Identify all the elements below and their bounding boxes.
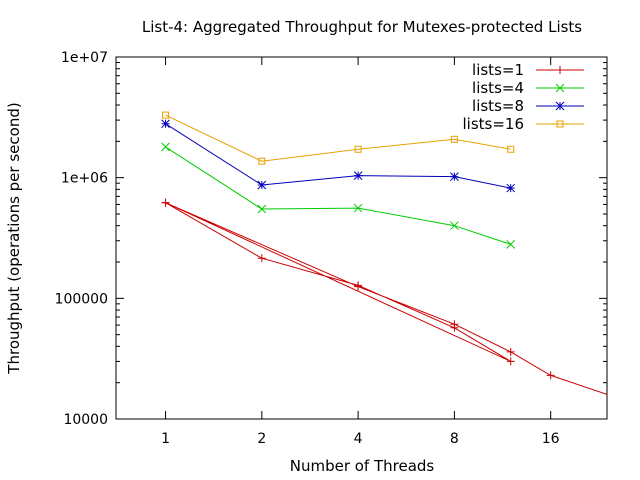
plot-area-frame — [115, 56, 608, 420]
series-3 — [162, 111, 515, 165]
series-0 — [161, 198, 607, 395]
y-tick-label: 100000 — [55, 291, 108, 307]
plus-marker — [450, 320, 459, 329]
square-marker — [162, 111, 170, 119]
plus-marker — [257, 254, 266, 263]
x-tick-label: 2 — [257, 431, 266, 447]
cross-marker — [555, 83, 565, 93]
plus-marker — [506, 357, 515, 366]
y-tick-label: 1e+07 — [61, 50, 108, 66]
series-line — [165, 202, 607, 395]
square-marker — [556, 120, 564, 128]
square-marker — [450, 135, 458, 143]
cross-marker — [450, 221, 459, 231]
plus-marker — [556, 66, 564, 74]
star-marker — [353, 171, 363, 180]
y-tick-label: 1e+06 — [61, 171, 108, 187]
y-tick-label: 10000 — [63, 412, 108, 428]
plus-marker — [546, 371, 555, 380]
series-layer — [161, 111, 607, 395]
y-axis-label: Throughput (operations per second) — [5, 102, 23, 374]
cross-marker — [353, 203, 363, 213]
legend-label: lists=16 — [462, 115, 524, 133]
series-1 — [161, 142, 516, 249]
x-tick-label: 16 — [542, 431, 560, 447]
cross-marker — [257, 204, 267, 214]
star-marker — [450, 172, 459, 181]
star-marker — [257, 180, 267, 190]
axis-ticks: 1 2 4 8 16 10000 100000 1e+06 1e+07 — [55, 50, 607, 447]
cross-marker — [506, 240, 516, 249]
series-2 — [161, 119, 516, 193]
series-line — [165, 146, 511, 245]
star-marker — [555, 101, 565, 111]
series-line — [165, 123, 511, 189]
x-tick-label: 8 — [450, 431, 459, 447]
square-marker — [354, 145, 362, 153]
x-axis-label: Number of Threads — [290, 457, 435, 475]
legend-label: lists=8 — [472, 97, 524, 115]
star-marker — [161, 119, 170, 129]
cross-marker — [161, 142, 170, 152]
legend-label: lists=4 — [472, 79, 524, 97]
square-marker — [258, 157, 266, 165]
x-tick-label: 4 — [354, 431, 363, 447]
square-marker — [507, 145, 515, 153]
plus-marker — [506, 347, 515, 356]
x-tick-label: 1 — [161, 431, 170, 447]
plus-marker — [354, 282, 363, 291]
chart-title: List-4: Aggregated Throughput for Mutexe… — [142, 18, 582, 36]
series-line — [165, 114, 511, 162]
plus-marker — [161, 198, 170, 207]
legend-label: lists=1 — [472, 61, 524, 79]
star-marker — [506, 183, 516, 193]
